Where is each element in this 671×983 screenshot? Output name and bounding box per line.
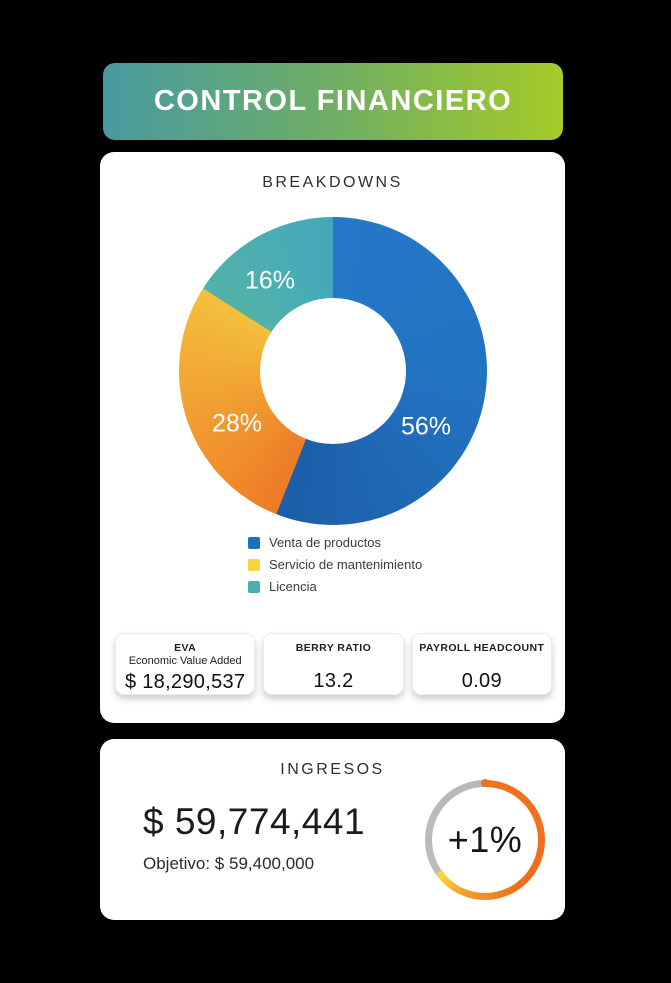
- legend-label: Licencia: [269, 579, 317, 594]
- kpi-title: BERRY RATIO: [295, 642, 372, 654]
- kpi-subtitle: Economic Value Added: [128, 655, 242, 668]
- header-title: CONTROL FINANCIERO: [153, 85, 513, 117]
- progress-ring-label: +1%: [447, 819, 523, 860]
- legend-swatch-blue: [248, 536, 260, 549]
- donut-chart: 56% 28% 16%: [179, 217, 487, 525]
- legend-swatch-teal: [248, 580, 260, 593]
- legend-swatch-yellow: [248, 558, 260, 571]
- legend-label: Servicio de mantenimiento: [269, 557, 423, 572]
- kpi-card-eva: EVA Economic Value Added $ 18,290,537: [115, 633, 256, 695]
- kpi-card-payroll-headcount: PAYROLL HEADCOUNT 0.09: [411, 633, 552, 695]
- donut-label-servicio: 28%: [211, 409, 263, 438]
- kpi-title: EVA: [174, 642, 197, 654]
- kpi-card-berry-ratio: BERRY RATIO 13.2: [263, 633, 404, 695]
- ingresos-figures: $ 59,774,441 Objetivo: $ 59,400,000: [143, 801, 365, 874]
- donut-label-licencia: 16%: [244, 266, 296, 295]
- header-banner: CONTROL FINANCIERO: [103, 63, 563, 140]
- breakdowns-card: BREAKDOWNS 56% 28% 16% Venta de producto…: [100, 152, 565, 723]
- legend-item-venta: Venta de productos: [248, 536, 422, 549]
- ingresos-value: $ 59,774,441: [143, 801, 366, 842]
- kpi-title: PAYROLL HEADCOUNT: [419, 642, 545, 654]
- donut-label-venta: 56%: [400, 412, 452, 441]
- legend-label: Venta de productos: [269, 535, 382, 550]
- kpi-value: $ 18,290,537: [124, 671, 246, 694]
- ingresos-title: INGRESOS: [280, 761, 385, 778]
- progress-ring: +1%: [425, 779, 545, 900]
- ingresos-card: INGRESOS $ 59,774,441 Objetivo: $ 59,400…: [100, 739, 565, 920]
- progress-ring-start-cap: [481, 779, 489, 787]
- progress-ring-end-cap: [437, 871, 445, 879]
- kpi-value: 0.09: [461, 670, 502, 693]
- breakdowns-title: BREAKDOWNS: [262, 174, 403, 191]
- kpi-row: EVA Economic Value Added $ 18,290,537 BE…: [115, 633, 552, 695]
- legend-item-servicio: Servicio de mantenimiento: [248, 558, 422, 571]
- ingresos-objective: Objetivo: $ 59,400,000: [143, 854, 315, 873]
- chart-legend: Venta de productos Servicio de mantenimi…: [248, 536, 422, 602]
- legend-item-licencia: Licencia: [248, 580, 422, 593]
- kpi-value: 13.2: [313, 670, 354, 693]
